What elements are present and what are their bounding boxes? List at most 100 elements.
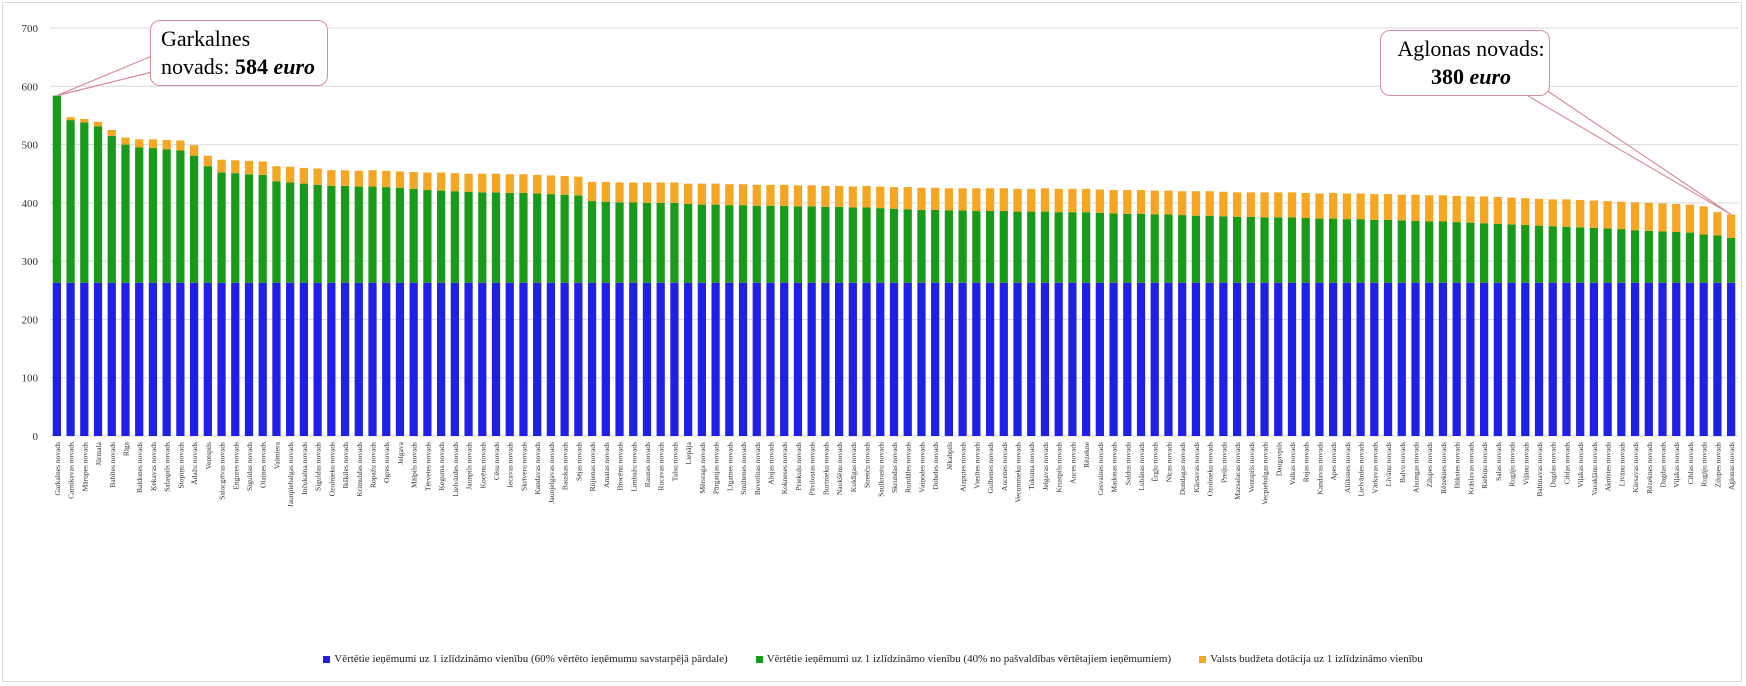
bar-105-series3 xyxy=(1493,197,1502,224)
x-tick-label-65: Jēkabpils xyxy=(945,442,954,470)
bar-73-series1 xyxy=(1054,282,1063,436)
bar-0-series1 xyxy=(52,282,61,436)
x-tick-label-38: Sējas novads xyxy=(574,442,583,481)
bar-89-series3 xyxy=(1274,192,1283,218)
bar-78-series2 xyxy=(1123,213,1132,283)
bar-109-series3 xyxy=(1548,199,1557,227)
bar-5-series3 xyxy=(121,137,130,145)
x-tick-label-62: Rundāles novads xyxy=(904,442,913,493)
x-tick-label-116: Rēzeknes novads xyxy=(1645,442,1654,494)
x-tick-label-84: Ozolnieku novads xyxy=(1206,442,1215,496)
x-tick-label-52: Alojas novads xyxy=(766,442,775,485)
x-tick-label-44: Rucavas novads xyxy=(657,442,666,491)
bar-27-series3 xyxy=(423,172,432,191)
bar-71-series2 xyxy=(1027,211,1036,283)
bar-58-series1 xyxy=(848,282,857,436)
x-tick-label-29: Lielvārdes novads xyxy=(451,442,460,497)
bar-19-series1 xyxy=(313,282,322,436)
bar-83-series1 xyxy=(1191,282,1201,436)
x-tick-label-1: Carnikavas novads xyxy=(67,442,76,499)
bar-22-series1 xyxy=(354,282,363,436)
bar-105-series2 xyxy=(1493,223,1502,283)
x-tick-label-26: Mālpils novads xyxy=(410,442,419,488)
bar-74-series3 xyxy=(1068,188,1077,213)
bar-86-series3 xyxy=(1232,192,1242,217)
x-tick-label-3: Jūrmala xyxy=(94,441,103,465)
bar-26-series1 xyxy=(409,282,418,436)
bar-13-series2 xyxy=(231,173,240,283)
bar-52-series1 xyxy=(766,282,775,436)
bar-43-series2 xyxy=(642,202,652,283)
bar-104-series2 xyxy=(1479,223,1489,283)
bar-30-series1 xyxy=(464,282,473,436)
x-tick-label-13: Engures novads xyxy=(231,442,240,490)
bar-74-series2 xyxy=(1068,212,1077,283)
bar-17-series2 xyxy=(286,182,295,283)
bar-20-series1 xyxy=(327,282,336,436)
legend: Vērtētie ieņēmumi uz 1 izlīdzināmo vienī… xyxy=(0,648,1746,670)
bar-106-series2 xyxy=(1507,224,1516,283)
bar-4-series3 xyxy=(107,130,116,136)
x-tick-label-27: Tērvetes novads xyxy=(423,442,432,491)
bar-73-series2 xyxy=(1054,212,1063,283)
bar-41-series1 xyxy=(615,282,624,436)
bar-51-series3 xyxy=(752,184,761,206)
bar-61-series2 xyxy=(889,208,899,283)
x-tick-label-16: Valmiera xyxy=(272,441,281,469)
x-tick-label-64: Dobeles novads xyxy=(931,442,940,490)
bar-68-series1 xyxy=(985,282,995,436)
callout-aglonas-unit: euro xyxy=(1469,64,1512,89)
bar-11-series1 xyxy=(203,282,212,436)
bar-1-series2 xyxy=(66,120,75,283)
bar-70-series3 xyxy=(1013,188,1022,212)
bar-101-series2 xyxy=(1438,221,1448,283)
x-tick-label-63: Vaiņodes novads xyxy=(917,442,927,493)
bar-66-series1 xyxy=(958,282,967,436)
x-tick-label-82: Dundagas novads xyxy=(1178,442,1187,495)
bar-1-series1 xyxy=(66,282,75,436)
x-tick-label-102: Ilūkstes novads xyxy=(1453,442,1462,489)
bar-31-series1 xyxy=(478,282,487,436)
bar-70-series2 xyxy=(1013,211,1022,283)
legend-label-series1: Vērtētie ieņēmumi uz 1 izlīdzināmo vienī… xyxy=(334,653,728,665)
bar-52-series2 xyxy=(766,205,775,283)
bar-8-series2 xyxy=(162,149,171,283)
bar-46-series2 xyxy=(684,204,693,283)
legend-label-series2: Vērtētie ieņēmumi uz 1 izlīdzināmo vienī… xyxy=(766,653,1172,665)
bar-16-series3 xyxy=(272,166,281,182)
x-tick-label-59: Strenču novads xyxy=(863,442,872,488)
bar-58-series3 xyxy=(848,186,857,208)
bar-25-series1 xyxy=(395,282,405,436)
x-tick-label-40: Amatas novads xyxy=(602,442,611,488)
bar-18-series1 xyxy=(299,282,309,436)
bar-119-series1 xyxy=(1685,282,1695,436)
bar-110-series1 xyxy=(1562,282,1571,436)
bar-120-series3 xyxy=(1699,206,1708,235)
bar-24-series2 xyxy=(382,187,391,283)
bar-49-series2 xyxy=(725,205,734,283)
legend-label-series3: Valsts budžeta dotācija uz 1 izlīdzināmo… xyxy=(1210,653,1423,665)
bar-14-series1 xyxy=(244,282,254,436)
bar-5-series1 xyxy=(121,282,130,436)
bar-115-series2 xyxy=(1630,230,1640,283)
bar-69-series2 xyxy=(999,211,1008,283)
bar-54-series3 xyxy=(793,185,803,207)
bar-85-series2 xyxy=(1219,216,1228,283)
bar-78-series3 xyxy=(1123,190,1132,214)
bar-6-series3 xyxy=(135,139,144,148)
x-tick-label-99: Alsungas novads xyxy=(1411,442,1420,493)
bar-49-series3 xyxy=(725,184,734,206)
x-tick-label-80: Ērgļu novads xyxy=(1151,442,1161,482)
bar-40-series1 xyxy=(601,282,610,436)
bar-28-series3 xyxy=(437,172,446,191)
bar-51-series1 xyxy=(752,282,761,436)
bar-117-series3 xyxy=(1658,203,1667,232)
bar-82-series1 xyxy=(1178,282,1187,436)
bar-62-series1 xyxy=(903,282,912,436)
x-tick-label-35: Kandavas novads xyxy=(533,442,542,495)
bar-121-series2 xyxy=(1713,235,1722,283)
bar-75-series3 xyxy=(1082,188,1091,213)
x-tick-label-111: Viļakas novads xyxy=(1576,442,1586,488)
bar-26-series2 xyxy=(409,188,418,283)
